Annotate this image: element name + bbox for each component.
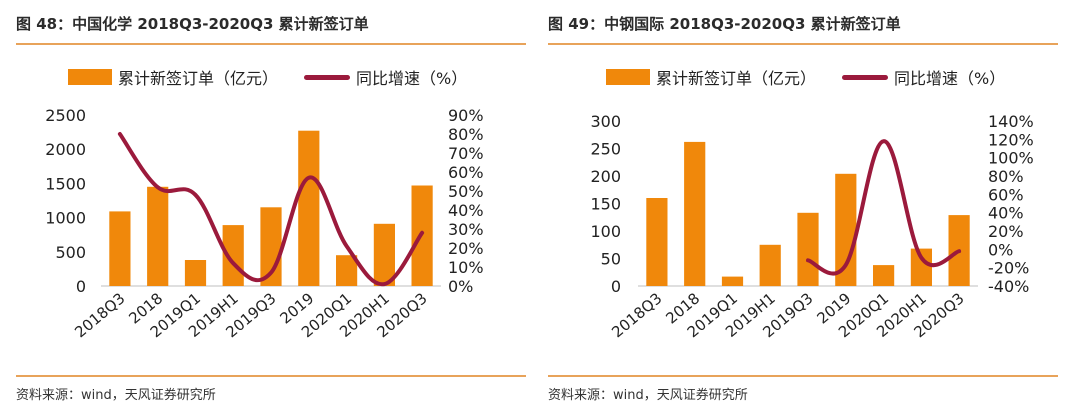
y-right-tick-label: 80% xyxy=(988,167,1024,186)
legend-line-swatch xyxy=(842,74,889,80)
x-tick-label: 2018Q3 xyxy=(71,289,128,341)
legend-line-label: 同比增速（%） xyxy=(356,69,468,88)
bar-2019Q1 xyxy=(721,276,744,286)
source-note: 资料来源：wind，天风证券研究所 xyxy=(548,388,748,403)
source-divider xyxy=(16,375,526,377)
figure-panel-left: 图 48：中国化学 2018Q3-2020Q3 累计新签订单 累计新签订单（亿元… xyxy=(16,0,526,407)
combo-chart: 0 500 1000 1500 2000 2500 0%10%20%30%40%50%60%… xyxy=(45,106,484,341)
bar-2018 xyxy=(684,141,706,286)
y-right-tick-label: 70% xyxy=(448,144,484,163)
chart-legend: 累计新签订单（亿元） 同比增速（%） xyxy=(606,64,1031,90)
combo-chart: 0 50 100 150 200 250 300 -40%-20%0%20%40%60%80%… xyxy=(590,112,1034,341)
bar-2018 xyxy=(147,186,169,286)
y-right-tick-label: 40% xyxy=(988,204,1024,223)
y-right-tick-label: 20% xyxy=(988,222,1024,241)
y-left-tick-label: 2000 xyxy=(45,140,86,159)
legend-item-line: 同比增速（%） xyxy=(304,65,467,89)
y-right-tick-label: 50% xyxy=(448,182,484,201)
y-left-tick-label: 0 xyxy=(611,277,621,296)
growth-line xyxy=(806,139,962,276)
figure-title: 图 49：中钢国际 2018Q3-2020Q3 累计新签订单 xyxy=(548,15,901,33)
growth-line xyxy=(117,132,425,287)
y-right-tick-label: 20% xyxy=(448,239,484,258)
chart-legend: 累计新签订单（亿元） 同比增速（%） xyxy=(68,64,493,90)
bar-2019 xyxy=(835,173,857,286)
y-right-tick-label: -20% xyxy=(988,259,1029,278)
y-left-tick-label: 1000 xyxy=(45,209,86,228)
x-tick-label: 2018Q3 xyxy=(608,289,665,341)
bar-2020Q1 xyxy=(336,255,358,286)
y-right-tick-label: 90% xyxy=(448,106,484,125)
title-divider xyxy=(16,43,526,45)
bar-2019 xyxy=(298,130,320,286)
bar-2020Q1 xyxy=(873,265,895,286)
legend-item-line: 同比增速（%） xyxy=(842,65,1005,89)
bar-2019H1 xyxy=(759,244,781,287)
y-left-tick-label: 150 xyxy=(590,195,621,214)
y-right-tick-label: 100% xyxy=(988,149,1034,168)
y-right-tick-label: 40% xyxy=(448,201,484,220)
y-right-tick-label: 120% xyxy=(988,130,1034,149)
y-left-tick-label: 50 xyxy=(601,250,621,269)
y-right-tick-label: 60% xyxy=(988,185,1024,204)
y-left-tick-label: 500 xyxy=(55,243,86,262)
bar-2020H1 xyxy=(910,248,932,286)
legend-bar-label: 累计新签订单（亿元） xyxy=(656,69,817,88)
figure-title: 图 48：中国化学 2018Q3-2020Q3 累计新签订单 xyxy=(16,15,369,33)
legend-line-label: 同比增速（%） xyxy=(894,69,1006,88)
y-left-tick-label: 2500 xyxy=(45,106,86,125)
y-right-tick-label: 80% xyxy=(448,125,484,144)
figure-panel-right: 图 49：中钢国际 2018Q3-2020Q3 累计新签订单 累计新签订单（亿元… xyxy=(548,0,1058,407)
bar-2019Q3 xyxy=(797,212,819,286)
y-right-tick-label: 60% xyxy=(448,163,484,182)
legend-item-bar: 累计新签订单（亿元） xyxy=(68,65,278,89)
y-right-tick-label: 140% xyxy=(988,112,1034,131)
y-left-tick-label: 200 xyxy=(590,167,621,186)
y-right-tick-label: -40% xyxy=(988,277,1029,296)
bar-2018Q3 xyxy=(109,211,131,286)
bar-2020H1 xyxy=(373,223,395,286)
legend-bar-swatch xyxy=(68,69,112,85)
legend-item-bar: 累计新签订单（亿元） xyxy=(606,65,816,89)
y-right-tick-label: 10% xyxy=(448,258,484,277)
y-left-tick-label: 0 xyxy=(76,277,86,296)
title-divider xyxy=(548,43,1058,45)
y-right-tick-label: 0% xyxy=(988,240,1013,259)
y-right-tick-label: 0% xyxy=(448,277,473,296)
y-right-tick-label: 30% xyxy=(448,220,484,239)
bar-2018Q3 xyxy=(646,198,668,286)
legend-bar-swatch xyxy=(606,69,650,85)
y-left-tick-label: 1500 xyxy=(45,174,86,193)
legend-bar-label: 累计新签订单（亿元） xyxy=(118,69,279,88)
y-left-tick-label: 300 xyxy=(590,112,621,131)
y-left-tick-label: 250 xyxy=(590,140,621,159)
y-left-tick-label: 100 xyxy=(590,222,621,241)
legend-line-swatch xyxy=(304,74,351,80)
source-divider xyxy=(548,375,1058,377)
source-note: 资料来源：wind，天风证券研究所 xyxy=(16,388,216,403)
bar-2019Q1 xyxy=(184,260,207,286)
